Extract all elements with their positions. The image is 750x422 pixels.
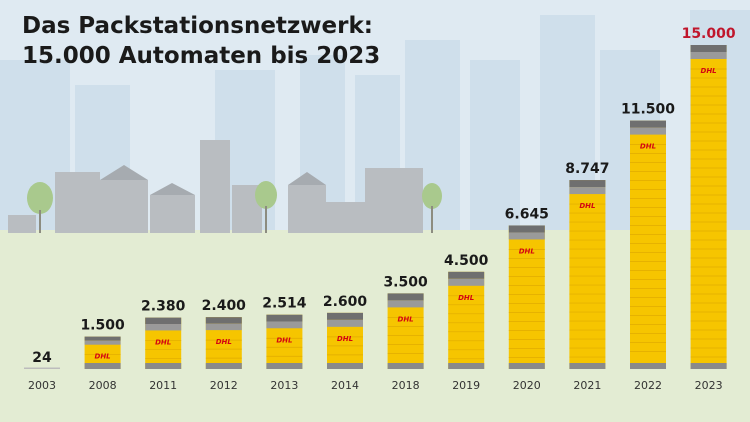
bar-cap [690, 52, 727, 59]
category-label: 2020 [513, 379, 541, 392]
category-label: 2021 [573, 379, 601, 392]
bar-cap [266, 321, 303, 329]
bar-cap [569, 180, 606, 188]
category-label: 2012 [210, 379, 238, 392]
bar [630, 120, 666, 369]
chart-title-line-1: Das Packstationsnetzwerk: [22, 13, 373, 39]
bar [569, 180, 606, 369]
bar [690, 45, 727, 369]
bar-base [327, 363, 363, 369]
category-label: 2018 [392, 379, 420, 392]
bar-cap [84, 340, 121, 345]
value-label: 2.600 [323, 294, 368, 310]
bar-cap [327, 319, 363, 327]
bar-cap [508, 232, 545, 240]
bar-base [508, 363, 545, 369]
bar-cap [448, 278, 485, 286]
dhl-logo: DHL [276, 336, 292, 344]
bar-cap [630, 127, 666, 135]
bar-cap [205, 317, 242, 324]
dhl-logo: DHL [579, 202, 595, 210]
value-label: 3.500 [383, 274, 428, 290]
value-label: 8.747 [565, 161, 609, 177]
value-label: 1.500 [80, 318, 125, 334]
dhl-logo: DHL [701, 67, 717, 75]
bar-cap [448, 271, 485, 279]
value-label: 4.500 [444, 253, 489, 269]
category-label: 2019 [452, 379, 480, 392]
category-label: 2003 [28, 379, 56, 392]
value-label: 15.000 [682, 26, 736, 42]
value-label: 2.380 [141, 299, 186, 315]
bar-cap [387, 300, 424, 308]
value-label: 6.645 [505, 206, 549, 222]
dhl-logo: DHL [398, 315, 414, 323]
bar-cap [387, 293, 424, 301]
bar-cap [327, 312, 363, 320]
bar-cap [84, 336, 121, 341]
value-label: 24 [32, 350, 52, 366]
dhl-logo: DHL [216, 338, 232, 346]
dhl-logo: DHL [640, 143, 656, 151]
dhl-logo: DHL [155, 338, 171, 346]
dhl-logo: DHL [458, 294, 474, 302]
category-label: 2008 [89, 379, 117, 392]
category-label: 2022 [634, 379, 662, 392]
bar-cap [630, 120, 666, 128]
value-label: 2.514 [262, 296, 307, 312]
category-label: 2011 [149, 379, 177, 392]
dhl-logo: DHL [337, 335, 353, 343]
bar-cap [508, 225, 545, 233]
bar-cap [690, 45, 727, 52]
chart-title-line-2: 15.000 Automaten bis 2023 [22, 43, 381, 69]
bar-base [84, 363, 121, 369]
bar-base [630, 363, 666, 369]
bar-base [690, 363, 727, 369]
bar-base [448, 363, 485, 369]
dhl-logo: DHL [95, 353, 111, 361]
bar [448, 271, 485, 369]
category-label: 2014 [331, 379, 359, 392]
bar-base [569, 363, 606, 369]
category-label: 2013 [270, 379, 298, 392]
bar-base [145, 363, 182, 369]
category-label: 2023 [695, 379, 723, 392]
bar-base [266, 363, 303, 369]
bar-cap [266, 314, 303, 322]
value-label: 2.400 [202, 298, 247, 314]
bar [24, 367, 60, 369]
bar-base [387, 363, 424, 369]
dhl-logo: DHL [519, 247, 535, 255]
bar-cap [569, 187, 606, 195]
bar-cap [145, 324, 182, 331]
bar-cap [205, 323, 242, 331]
bar-base [205, 363, 242, 369]
bar-cap [145, 317, 182, 325]
value-label: 11.500 [621, 102, 675, 118]
